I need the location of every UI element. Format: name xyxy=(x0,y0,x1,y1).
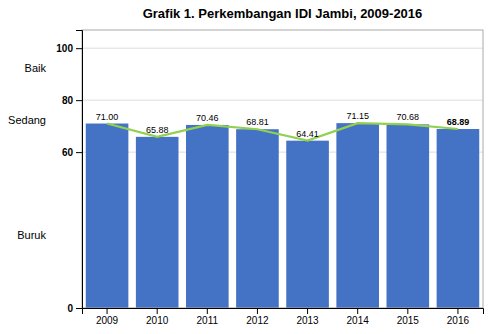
x-tick-label: 2014 xyxy=(347,315,370,326)
bar xyxy=(336,123,379,308)
data-label: 68.89 xyxy=(447,117,470,127)
bar xyxy=(86,124,129,308)
data-label: 70.46 xyxy=(196,113,219,123)
grid-line xyxy=(82,100,483,101)
x-tick-label: 2012 xyxy=(246,315,269,326)
x-tick-label: 2016 xyxy=(447,315,470,326)
y-tick-mark xyxy=(76,48,82,49)
data-label: 68.81 xyxy=(246,117,269,127)
bar xyxy=(236,129,279,308)
x-axis: 2009 2010 2011 2012 2013 2014 2015 2016 xyxy=(83,308,484,326)
x-tick-mark xyxy=(157,308,158,314)
x-tick-mark xyxy=(207,308,208,314)
x-tick: 2012 xyxy=(246,308,269,326)
x-tick: 2009 xyxy=(96,308,119,326)
y-axis-line xyxy=(76,31,83,309)
x-tick-mark xyxy=(457,308,458,314)
line xyxy=(107,123,458,141)
chart: 71.00 65.88 70.46 68.81 64.41 71.15 70.68 68.89… xyxy=(0,0,495,334)
x-tick: 2011 xyxy=(197,308,219,326)
y-tick-mark xyxy=(76,308,82,309)
x-tick-mark xyxy=(357,308,358,314)
data-label: 71.15 xyxy=(346,111,369,121)
y-tick: 100 xyxy=(56,43,82,54)
x-tick: 2014 xyxy=(347,308,370,326)
y-tick-label: 0 xyxy=(67,303,73,314)
x-tick: 2015 xyxy=(397,308,420,326)
y-tick-label: 60 xyxy=(62,147,74,158)
x-tick-mark xyxy=(407,308,408,314)
grid-line xyxy=(82,48,483,49)
annotations: Baik Sedang Buruk xyxy=(8,62,46,240)
data-label: 65.88 xyxy=(146,125,169,135)
x-tick-mark xyxy=(257,308,258,314)
bar xyxy=(286,141,329,308)
data-label: 71.00 xyxy=(96,112,119,122)
x-tick: 2010 xyxy=(146,308,169,326)
x-tick-label: 2010 xyxy=(146,315,169,326)
grid xyxy=(82,48,483,308)
x-tick-mark xyxy=(307,308,308,314)
bar xyxy=(136,137,179,308)
y-tick: 80 xyxy=(62,95,82,106)
x-tick: 2016 xyxy=(447,308,470,326)
title: Grafik 1. Perkembangan IDI Jambi, 2009-2… xyxy=(143,6,423,21)
annotation: Baik xyxy=(25,62,47,74)
bar xyxy=(186,125,229,308)
marks xyxy=(86,123,479,308)
data-label: 70.68 xyxy=(397,112,420,122)
y-axis: 0 60 80 100 xyxy=(56,31,82,314)
x-tick-label: 2011 xyxy=(197,315,219,326)
y-tick-mark xyxy=(76,152,82,153)
data-labels: 71.00 65.88 70.46 68.81 64.41 71.15 70.68 68.89 xyxy=(96,111,469,139)
y-tick: 60 xyxy=(62,147,82,158)
bar xyxy=(387,124,430,308)
y-tick-mark xyxy=(76,100,82,101)
y-tick-label: 80 xyxy=(62,95,74,106)
x-tick-label: 2015 xyxy=(397,315,420,326)
y-tick: 0 xyxy=(67,303,82,314)
y-tick-label: 100 xyxy=(56,43,73,54)
x-tick-label: 2013 xyxy=(296,315,319,326)
data-label: 64.41 xyxy=(296,129,319,139)
x-tick-mark xyxy=(107,308,108,314)
x-axis-line xyxy=(83,309,484,315)
plot: 71.00 65.88 70.46 68.81 64.41 71.15 70.68 68.89… xyxy=(8,30,483,326)
x-tick: 2013 xyxy=(296,308,319,326)
plot-frame xyxy=(82,30,483,308)
annotation: Sedang xyxy=(8,114,46,126)
x-tick-label: 2009 xyxy=(96,315,119,326)
annotation: Buruk xyxy=(17,229,46,241)
bar xyxy=(437,129,480,308)
